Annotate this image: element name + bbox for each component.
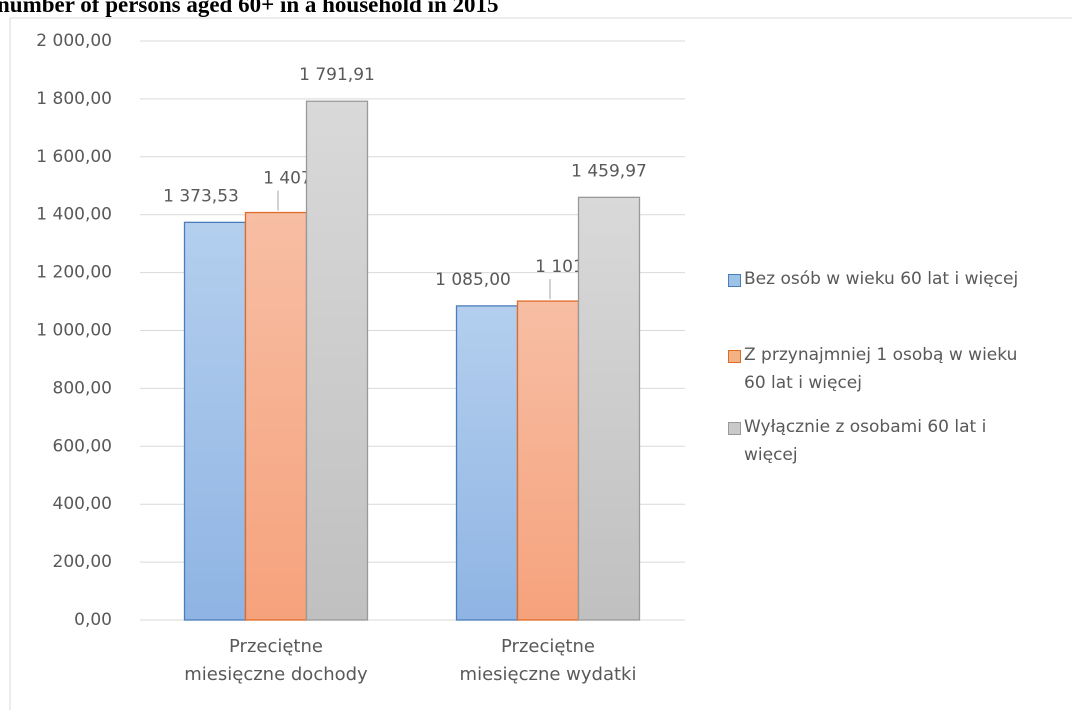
y-tick-label: 1 800,00 [36,89,112,109]
data-label: 1 791,91 [299,65,375,85]
y-tick-label: 200,00 [53,552,112,572]
y-tick-label: 1 400,00 [36,205,112,225]
y-tick-label: 1 200,00 [36,263,112,283]
legend-swatch [728,274,741,287]
x-tick-label: Przeciętne miesięczne dochody [184,636,368,685]
data-label: 1 373,53 [163,186,239,206]
legend-label: Z przynajmniej 1 osobą w wieku 60 lat i … [744,345,1018,393]
legend-swatch [728,350,741,363]
y-tick-label: 2 000,00 [36,31,112,51]
bar [577,196,641,621]
data-label: 1 085,00 [435,270,511,290]
y-tick-label: 600,00 [53,436,112,456]
bar [305,100,369,621]
bar [516,300,580,621]
bar [455,305,519,621]
bar [244,211,308,621]
legend-swatch [728,422,741,435]
data-label: 1 459,97 [571,161,647,181]
legend-label: Wyłącznie z osobami 60 lat i więcej [744,417,987,465]
chart-title: number of persons aged 60+ in a househol… [0,0,499,17]
y-tick-label: 800,00 [53,378,112,398]
y-tick-label: 0,00 [74,610,112,630]
y-tick-label: 400,00 [53,494,112,514]
y-tick-label: 1 600,00 [36,147,112,167]
y-tick-label: 1 000,00 [36,321,112,341]
legend-label: Bez osób w wieku 60 lat i więcej [744,269,1019,289]
bar [183,221,247,621]
x-tick-label: Przeciętne miesięczne wydatki [459,636,637,685]
